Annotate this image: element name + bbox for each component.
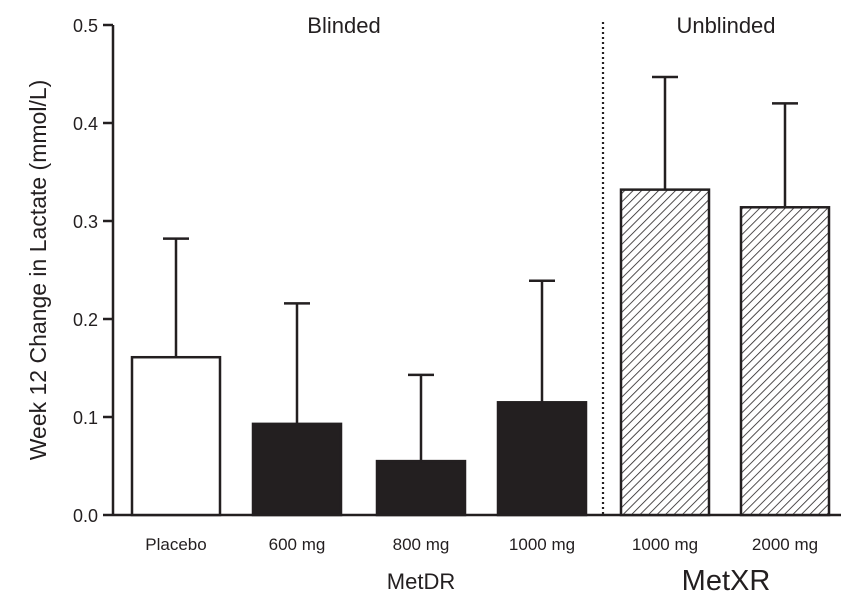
x-tick-label: 800 mg bbox=[393, 535, 450, 554]
x-tick-label: 1000 mg bbox=[509, 535, 575, 554]
y-tick-label: 0.4 bbox=[73, 114, 98, 134]
y-tick-label: 0.5 bbox=[73, 16, 98, 36]
x-tick-label: 2000 mg bbox=[752, 535, 818, 554]
y-tick-label: 0.0 bbox=[73, 506, 98, 526]
bar bbox=[251, 422, 343, 517]
y-tick-label: 0.1 bbox=[73, 408, 98, 428]
x-tick-label: 1000 mg bbox=[632, 535, 698, 554]
bar bbox=[619, 188, 711, 517]
bars bbox=[130, 188, 831, 517]
axes: 0.0 0.1 0.2 0.3 0.4 0.5 Placebo 600 mg 800 mg 100… bbox=[73, 16, 841, 554]
x-tick-label: Placebo bbox=[145, 535, 206, 554]
bar bbox=[739, 206, 831, 517]
error-bars bbox=[163, 75, 798, 462]
y-tick-label: 0.2 bbox=[73, 310, 98, 330]
group-label-metxr: MetXR bbox=[682, 565, 771, 595]
bar bbox=[130, 355, 222, 517]
bar bbox=[496, 401, 588, 517]
group-label-metdr: MetDR bbox=[387, 569, 455, 594]
section-label-blinded: Blinded bbox=[307, 13, 380, 38]
x-tick-label: 600 mg bbox=[269, 535, 326, 554]
bar bbox=[375, 459, 467, 517]
section-label-unblinded: Unblinded bbox=[676, 13, 775, 38]
y-tick-label: 0.3 bbox=[73, 212, 98, 232]
y-axis-title: Week 12 Change in Lactate (mmol/L) bbox=[25, 80, 51, 461]
